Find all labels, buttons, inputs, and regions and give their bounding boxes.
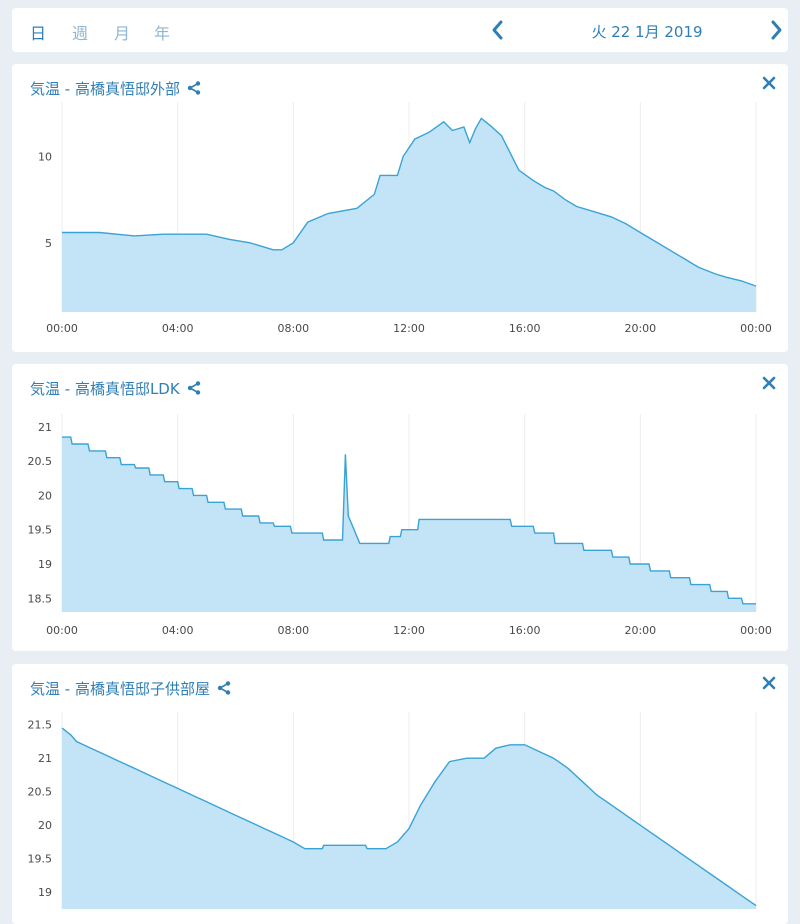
- period-toolbar: 日 週 月 年 火 22 1月 2019: [12, 8, 788, 52]
- chart-card-ldk: 気温 - 高橋真悟邸LDK 18.5 19 19.5 20 20.5 21 00:00 04:…: [12, 364, 788, 651]
- chart-card-kids-room: 気温 - 高橋真悟邸子供部屋 19 19.5 20 20.5 21 21.5: [12, 664, 788, 924]
- chart-title: 気温 - 高橋真悟邸子供部屋: [30, 678, 232, 700]
- y-tick-label: 19.5: [28, 853, 53, 866]
- chart-kids-room: 19 19.5 20 20.5 21 21.5: [28, 712, 757, 909]
- share-icon[interactable]: [216, 680, 232, 700]
- series-area: [62, 437, 756, 612]
- tab-month[interactable]: 月: [114, 24, 131, 43]
- series-line: [62, 436, 756, 605]
- y-tick-label: 5: [45, 237, 52, 250]
- y-tick-label: 20: [38, 489, 52, 502]
- x-tick-label: 08:00: [277, 322, 309, 335]
- chart-title: 気温 - 高橋真悟邸外部: [30, 78, 202, 100]
- x-tick-label: 00:00: [46, 624, 78, 637]
- tab-year[interactable]: 年: [154, 24, 171, 43]
- y-tick-label: 18.5: [28, 592, 53, 605]
- y-tick-label: 20: [38, 819, 52, 832]
- x-tick-label: 16:00: [509, 624, 541, 637]
- chart-outdoor: 5 10 00:00 04:00 08:00 12:00 16:00 20:00 00:00: [38, 102, 772, 335]
- chart-title-text: 気温 - 高橋真悟邸子供部屋: [30, 680, 210, 698]
- x-tick-label: 12:00: [393, 322, 425, 335]
- chevron-right-icon[interactable]: [764, 16, 788, 44]
- close-icon[interactable]: [760, 674, 778, 692]
- chart-title-text: 気温 - 高橋真悟邸外部: [30, 80, 180, 98]
- series-area: [62, 728, 756, 909]
- close-icon[interactable]: [760, 74, 778, 92]
- chart-card-outdoor: 気温 - 高橋真悟邸外部 5 10 00:00 04:00 08:00 12:00 16:0…: [12, 64, 788, 352]
- share-icon[interactable]: [186, 80, 202, 100]
- y-tick-label: 19.5: [28, 524, 53, 537]
- y-tick-label: 21: [38, 752, 52, 765]
- y-tick-label: 19: [38, 886, 52, 899]
- chart-ldk: 18.5 19 19.5 20 20.5 21 00:00 04:00 08:00 12:00 16…: [28, 414, 772, 637]
- y-tick-label: 10: [38, 150, 52, 163]
- y-tick-label: 21: [38, 421, 52, 434]
- y-tick-label: 20.5: [28, 786, 53, 799]
- x-tick-label: 04:00: [162, 322, 194, 335]
- chevron-left-icon[interactable]: [486, 16, 510, 44]
- chart-title: 気温 - 高橋真悟邸LDK: [30, 378, 202, 400]
- x-tick-label: 00:00: [740, 624, 772, 637]
- y-tick-label: 20.5: [28, 455, 53, 468]
- date-label[interactable]: 火 22 1月 2019: [591, 23, 703, 41]
- series-area: [62, 118, 756, 313]
- y-tick-label: 19: [38, 558, 52, 571]
- chart-title-text: 気温 - 高橋真悟邸LDK: [30, 380, 180, 398]
- x-tick-label: 16:00: [509, 322, 541, 335]
- share-icon[interactable]: [186, 380, 202, 400]
- x-tick-label: 04:00: [162, 624, 194, 637]
- series-line: [62, 117, 757, 287]
- x-tick-label: 08:00: [277, 624, 309, 637]
- x-tick-label: 00:00: [740, 322, 772, 335]
- x-tick-label: 00:00: [46, 322, 78, 335]
- series-line: [61, 727, 757, 907]
- x-tick-label: 12:00: [393, 624, 425, 637]
- x-tick-label: 20:00: [624, 322, 656, 335]
- tab-day[interactable]: 日: [30, 24, 47, 43]
- tab-week[interactable]: 週: [72, 24, 89, 43]
- close-icon[interactable]: [760, 374, 778, 392]
- y-tick-label: 21.5: [28, 719, 53, 732]
- x-tick-label: 20:00: [624, 624, 656, 637]
